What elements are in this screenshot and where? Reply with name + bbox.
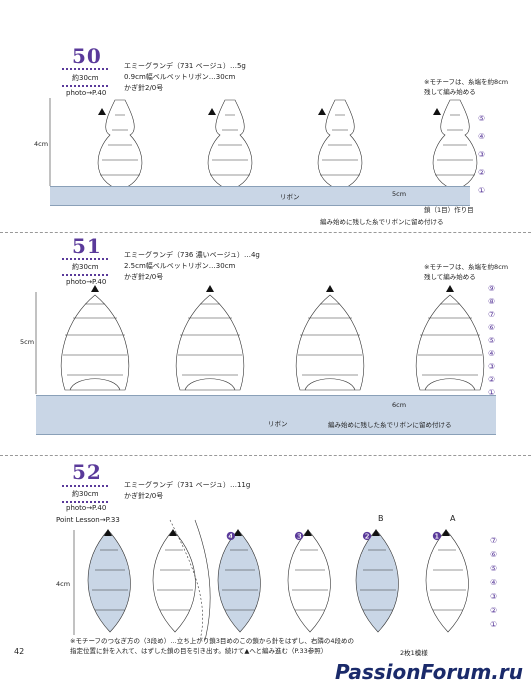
- attach-note: 編み始めに残した糸でリボンに留め付ける: [328, 421, 452, 429]
- ribbon-51: [36, 395, 496, 435]
- divider-dots: [62, 485, 108, 489]
- ribbon-50: [50, 186, 470, 206]
- materials-list: エミーグランデ（736 濃いベージュ）…4g 2.5cm幅ベルベットリボン…30…: [124, 250, 260, 283]
- pattern-number-51: 51: [72, 234, 102, 258]
- photo-ref: photo→P.40: [66, 278, 107, 286]
- label-A: A: [450, 514, 456, 523]
- crochet-diagram-50: [49, 98, 478, 191]
- pinecone-motif: [295, 294, 365, 391]
- footer-note: ※モチーフのつなぎ方の（3段め）…立ち上がり鎖3目めのこの鎖から針をはずし、右隣…: [70, 637, 354, 655]
- material-line: 2.5cm幅ベルベットリボン…30cm: [124, 262, 236, 270]
- leaf-motif: [432, 99, 478, 191]
- watermark: PassionForum.ru: [334, 660, 523, 684]
- pinecone-motif: [175, 294, 245, 391]
- ribbon-label: リボン: [268, 420, 288, 428]
- materials-list: エミーグランデ（731 ベージュ）…5g 0.9cm幅ベルベットリボン…30cm…: [124, 61, 246, 94]
- section-divider: [0, 455, 531, 456]
- motif-number-1: ❶: [432, 530, 442, 543]
- note: ※モチーフは、糸端を約8cm 残して編み始める: [424, 78, 509, 96]
- motif-number-2: ❷: [362, 530, 372, 543]
- point-lesson-ref: Point Lesson→P.33: [56, 516, 120, 524]
- dimension-4cm: 4cm: [56, 580, 71, 588]
- divider-dots: [62, 501, 108, 505]
- material-line: 0.9cm幅ベルベットリボン…30cm: [124, 73, 236, 81]
- photo-ref: photo→P.40: [66, 504, 107, 512]
- pinecone-motif: [60, 294, 130, 391]
- pinecone-motif: [415, 294, 485, 391]
- row-note: 2枚1模様: [400, 649, 428, 657]
- pattern-number-50: 50: [72, 44, 102, 68]
- shaded-motifs: [88, 530, 399, 632]
- leaf-motif: [317, 99, 363, 191]
- size-text: 約30cm: [72, 490, 99, 498]
- material-line: かぎ針2/0号: [124, 273, 164, 281]
- divider-dots: [62, 68, 108, 72]
- chain-note: 鎖（1目）作り目: [424, 206, 474, 214]
- section-divider: [0, 232, 531, 233]
- dimension-5cm: 5cm: [392, 190, 407, 198]
- materials-list: エミーグランデ（731 ベージュ）…11g かぎ針2/0号: [124, 480, 250, 502]
- size-text: 約30cm: [72, 74, 99, 82]
- pattern-number-52: 52: [72, 460, 102, 484]
- dimension-4cm: 4cm: [34, 140, 49, 148]
- material-line: かぎ針2/0号: [124, 492, 164, 500]
- leaf-motif: [97, 99, 143, 191]
- motif-number-4: ❹: [226, 530, 236, 543]
- attach-note: 編み始めに残した糸でリボンに留め付ける: [320, 218, 444, 226]
- crochet-diagram-51: [35, 285, 485, 394]
- photo-ref: photo→P.40: [66, 89, 107, 97]
- leaf-motif: [207, 99, 253, 191]
- note: ※モチーフは、糸端を約8cm 残して編み始める: [424, 263, 509, 281]
- page-number: 42: [14, 647, 25, 656]
- dimension-6cm: 6cm: [392, 401, 407, 409]
- motif-number-3: ❸: [294, 530, 304, 543]
- label-B: B: [378, 514, 384, 523]
- material-line: エミーグランデ（736 濃いベージュ）…4g: [124, 251, 260, 259]
- divider-dots: [62, 258, 108, 262]
- ribbon-label: リボン: [280, 193, 300, 201]
- material-line: エミーグランデ（731 ベージュ）…11g: [124, 481, 251, 489]
- dimension-5cm: 5cm: [20, 338, 35, 346]
- divider-dots: [62, 85, 108, 89]
- material-line: エミーグランデ（731 ベージュ）…5g: [124, 62, 246, 70]
- divider-dots: [62, 274, 108, 278]
- size-text: 約30cm: [72, 263, 99, 271]
- material-line: かぎ針2/0号: [124, 84, 164, 92]
